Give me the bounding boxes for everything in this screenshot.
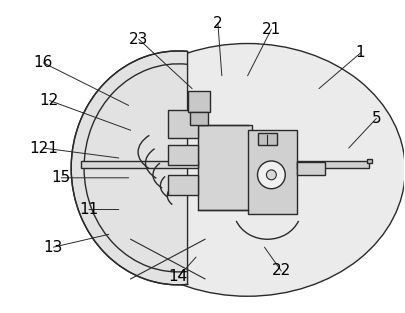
Text: 16: 16 xyxy=(34,55,53,70)
Bar xyxy=(366,159,371,163)
Text: 5: 5 xyxy=(371,111,380,126)
Bar xyxy=(168,145,198,165)
Text: 22: 22 xyxy=(271,264,290,279)
Text: 21: 21 xyxy=(261,22,280,37)
Bar xyxy=(190,112,207,125)
Bar xyxy=(168,175,198,195)
Text: 23: 23 xyxy=(128,32,148,47)
Text: 14: 14 xyxy=(168,269,188,285)
Bar xyxy=(247,130,296,214)
Bar xyxy=(188,90,209,112)
Text: 12: 12 xyxy=(40,93,59,108)
Bar xyxy=(257,133,277,145)
Bar xyxy=(296,162,324,175)
Circle shape xyxy=(257,161,285,189)
Bar xyxy=(81,161,198,168)
Text: 11: 11 xyxy=(79,202,98,217)
Ellipse shape xyxy=(90,44,404,296)
Circle shape xyxy=(266,170,276,180)
Polygon shape xyxy=(71,51,187,285)
Text: 13: 13 xyxy=(44,240,63,255)
Bar xyxy=(296,161,368,168)
Bar xyxy=(168,110,198,138)
Bar xyxy=(198,125,251,209)
Text: 15: 15 xyxy=(51,170,71,185)
Text: 2: 2 xyxy=(213,16,222,31)
Text: 1: 1 xyxy=(355,45,364,60)
Text: 121: 121 xyxy=(29,141,58,156)
